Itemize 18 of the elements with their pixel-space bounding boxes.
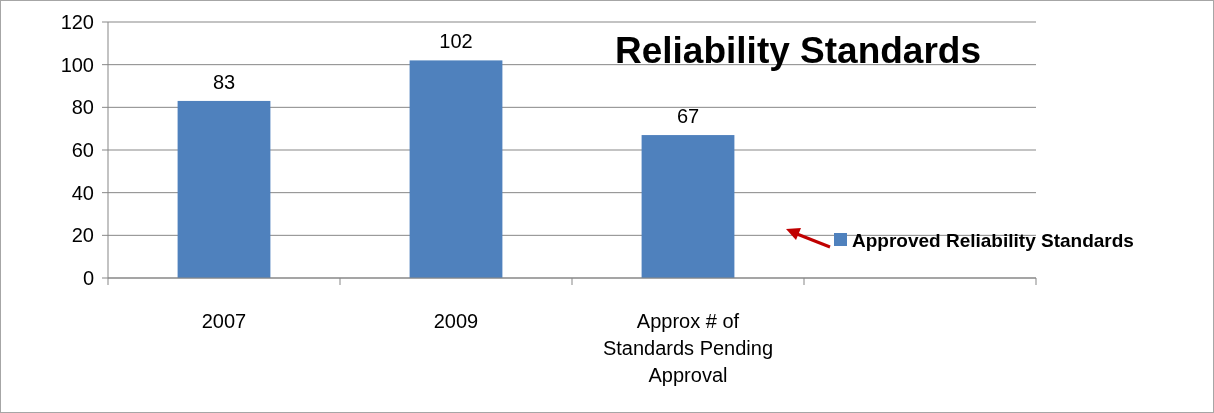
chart-title: Reliability Standards (615, 30, 981, 71)
x-tick-label: Approx # of Standards Pending Approval (602, 310, 774, 386)
data-label: 67 (676, 105, 700, 128)
y-tick-label: 60 (71, 139, 94, 161)
x-tick-label: 2007 (201, 310, 247, 332)
y-tick-label: 40 (71, 181, 94, 204)
y-tick-label: 80 (71, 96, 94, 119)
data-label: 102 (439, 30, 473, 53)
bar (177, 100, 271, 278)
y-tick-label: 120 (60, 11, 94, 33)
legend-label: Approved Reliability Standards (852, 229, 1134, 251)
data-label: 83 (212, 70, 236, 93)
x-tick-label: 2009 (433, 310, 479, 332)
y-tick-label: 0 (82, 267, 94, 289)
y-tick-label: 20 (71, 224, 94, 247)
bar (409, 60, 503, 278)
y-tick-label: 100 (60, 53, 94, 76)
bar (641, 135, 735, 278)
